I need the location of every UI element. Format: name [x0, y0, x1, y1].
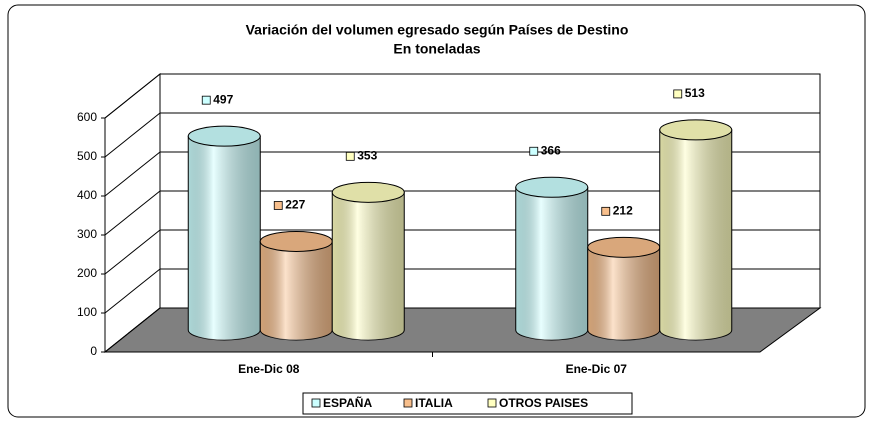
- value-label-marker: [201, 95, 211, 105]
- legend-marker: [487, 398, 497, 408]
- x-tick-label: Ene-Dic 07: [566, 362, 628, 376]
- value-label-marker: [345, 151, 355, 161]
- y-tick-label: 500: [77, 149, 97, 163]
- cylinder-top-shade: [188, 126, 261, 147]
- legend-label: ITALIA: [415, 396, 453, 410]
- chart-title: Variación del volumen egresado según Paí…: [246, 22, 629, 38]
- value-label: 513: [685, 86, 705, 100]
- cylinder-top-shade: [332, 182, 405, 203]
- value-label-marker: [529, 146, 539, 156]
- cylinder-top: [331, 181, 405, 203]
- value-label: 353: [357, 149, 377, 163]
- grid-line: [104, 151, 161, 197]
- cylinder-top: [659, 119, 733, 141]
- value-label-marker: [273, 201, 283, 210]
- grid-line: [104, 268, 161, 314]
- value-label: 227: [285, 198, 305, 212]
- value-label-marker: [673, 89, 683, 99]
- cylinder-top: [515, 176, 589, 198]
- value-label: 366: [541, 143, 561, 157]
- chart-frame: [7, 4, 866, 418]
- cylinder-shade: [260, 241, 333, 340]
- y-tick-label: 0: [90, 344, 97, 358]
- grid-line: [104, 229, 161, 275]
- cylinder-top: [187, 125, 261, 147]
- y-tick-label: 300: [77, 227, 97, 241]
- cylinder-top-shade: [260, 231, 333, 252]
- legend-marker: [311, 398, 321, 408]
- value-label: 497: [213, 92, 233, 106]
- cylinder-shade: [188, 136, 261, 340]
- cylinder-top-shade: [587, 237, 660, 258]
- grid-line: [104, 190, 161, 236]
- cylinder-top-shade: [515, 177, 588, 198]
- y-tick-label: 400: [77, 188, 97, 202]
- legend: [302, 392, 633, 415]
- cylinder-shade: [332, 192, 405, 340]
- grid-line: [104, 112, 161, 158]
- y-tick-label: 100: [77, 305, 97, 319]
- cylinder-shade: [587, 247, 660, 340]
- cylinder-top-shade: [659, 119, 732, 140]
- grid-line: [104, 307, 161, 353]
- y-tick-label: 600: [77, 110, 97, 124]
- x-tick-label: Ene-Dic 08: [238, 362, 300, 376]
- y-tick-label: 200: [77, 266, 97, 280]
- legend-label: ESPAÑA: [323, 395, 372, 410]
- value-label: 212: [613, 203, 633, 217]
- grid-line: [104, 73, 161, 119]
- legend-marker: [403, 398, 413, 408]
- chart-subtitle: En toneladas: [393, 41, 480, 57]
- legend-label: OTROS PAISES: [499, 396, 588, 410]
- cylinder-shade: [659, 129, 732, 340]
- cylinder-shade: [515, 187, 588, 340]
- value-label-marker: [601, 206, 611, 216]
